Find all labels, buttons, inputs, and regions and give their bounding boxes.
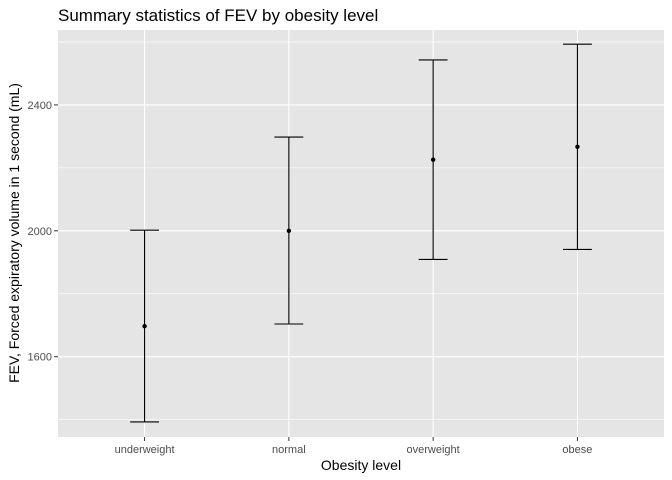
minor-gridlines bbox=[58, 41, 664, 420]
mean-point-underweight bbox=[142, 324, 147, 329]
y-tick-label: 2400 bbox=[28, 100, 52, 112]
chart-title: Summary statistics of FEV by obesity lev… bbox=[58, 6, 378, 25]
x-tick-label: overweight bbox=[407, 444, 460, 456]
y-axis-ticks: 1600 2000 2400 bbox=[28, 100, 58, 364]
x-tick-label: underweight bbox=[115, 444, 175, 456]
y-tick-label: 2000 bbox=[28, 226, 52, 238]
x-tick-label: normal bbox=[272, 444, 306, 456]
y-tick-label: 1600 bbox=[28, 352, 52, 364]
x-tick-label: obese bbox=[562, 444, 592, 456]
mean-point-normal bbox=[286, 228, 292, 234]
mean-point-obese bbox=[575, 144, 580, 149]
error-bars bbox=[130, 43, 592, 423]
x-axis-ticks: underweight normal overweight obese bbox=[115, 437, 592, 456]
y-axis-title: FEV, Forced expiratory volume in 1 secon… bbox=[6, 83, 22, 383]
mean-point-overweight bbox=[430, 157, 436, 162]
x-axis-title: Obesity level bbox=[321, 457, 401, 473]
plot-panel bbox=[58, 30, 664, 437]
